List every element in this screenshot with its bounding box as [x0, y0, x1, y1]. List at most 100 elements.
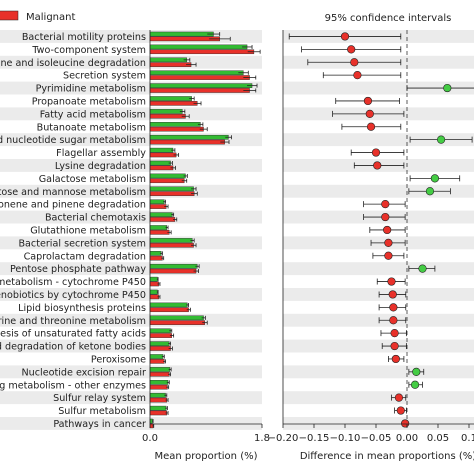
bar-other — [149, 122, 201, 127]
ci-title: 95% confidence intervals — [325, 13, 452, 24]
bar-malignant — [149, 217, 176, 222]
bar-malignant — [149, 152, 177, 158]
ci-x-axis: −0.20 −0.15 −0.10 −0.05 0.00 0.05 0.1 — [268, 30, 474, 444]
ci-point-red — [371, 148, 381, 157]
row-band-right — [283, 288, 474, 301]
bar-x-axis-label: Mean proportion (%) — [155, 451, 258, 462]
ci-x-tick-label: −0.20 — [268, 433, 299, 444]
category-label: Sulfur relay system — [53, 393, 146, 404]
category-label: Galactose metabolism — [39, 174, 146, 185]
ci-point-green — [418, 264, 427, 273]
ci-point-red — [389, 316, 398, 325]
row-band-right — [283, 133, 474, 147]
row-band-left — [0, 236, 262, 250]
ci-x-tick-label: −0.05 — [361, 433, 392, 444]
bar-malignant — [149, 49, 255, 55]
bar-other — [149, 263, 198, 269]
category-label: Propanoate metabolism — [32, 96, 146, 107]
ci-point-red — [387, 277, 396, 286]
category-label: Synthesis and degradation of ketone bodi… — [0, 342, 146, 353]
bar-other — [149, 276, 158, 282]
ci-x-tick-label: 0.1 — [461, 433, 474, 444]
ci-point-red — [381, 200, 390, 209]
row-band-left — [0, 339, 262, 353]
bar-other — [149, 367, 171, 372]
category-label: Lysine degradation — [55, 161, 146, 172]
bar-malignant — [149, 139, 225, 145]
bar-other — [149, 302, 188, 308]
row-band-right — [283, 262, 474, 276]
ci-point-red — [391, 354, 400, 364]
ci-point-green — [443, 83, 452, 93]
legend-swatch-malignant — [0, 10, 19, 21]
category-label: Bacterial secretion system — [18, 238, 146, 249]
bar-other — [149, 225, 167, 230]
row-band-left — [0, 365, 262, 379]
bar-malignant — [149, 359, 165, 364]
category-label: Flagellar assembly — [56, 148, 146, 159]
bar-x-tick-label: 1.8 — [254, 433, 270, 444]
bar-other — [149, 109, 183, 114]
bar-malignant — [149, 281, 159, 287]
row-band-left — [0, 391, 262, 405]
row-band-left — [0, 288, 262, 301]
ci-x-tick-label: 0.00 — [396, 433, 418, 444]
bar-malignant — [149, 75, 250, 80]
ci-point-red — [365, 109, 374, 118]
bar-x-axis: 0.0 1.8 — [142, 30, 270, 444]
category-label: Drug metabolism - cytochrome P450 — [0, 277, 146, 288]
bar-malignant — [149, 113, 186, 119]
row-band-left — [0, 184, 262, 198]
row-band-right — [283, 184, 474, 198]
ci-point-red — [353, 71, 362, 80]
bar-malignant — [149, 204, 167, 209]
bar-malignant — [149, 384, 168, 390]
bar-malignant — [149, 397, 167, 403]
bar-other — [149, 212, 173, 217]
ci-point-red — [389, 303, 398, 312]
bar-malignant — [149, 320, 205, 325]
category-labels: Bacterial motility proteins Two-component… — [0, 32, 146, 430]
legend-label-malignant: Malignant — [26, 12, 75, 23]
ci-point-red — [384, 251, 393, 260]
ci-x-tick-label: −0.10 — [330, 433, 361, 444]
ci-point-red — [383, 225, 392, 235]
category-label: Bacterial motility proteins — [22, 32, 146, 43]
bar-malignant — [149, 307, 189, 313]
bar-malignant — [149, 230, 170, 235]
ci-point-red — [396, 406, 405, 415]
category-label: Biosynthesis of unsaturated fatty acids — [0, 329, 146, 340]
ci-point-green — [425, 187, 435, 196]
ci-point-green — [437, 135, 446, 144]
row-band-right — [283, 339, 474, 353]
category-label: Glycine, serine and threonine metabolism — [0, 316, 146, 327]
bar-other — [149, 83, 253, 88]
category-label: Two-component system — [31, 45, 146, 56]
bar-malignant — [149, 126, 204, 132]
ci-point-red — [390, 341, 399, 351]
bar-malignant — [149, 191, 195, 196]
bar-malignant — [149, 255, 163, 261]
bar-malignant — [149, 62, 192, 67]
ci-point-red — [390, 329, 399, 338]
bar-malignant — [149, 346, 171, 351]
category-label: Valine, leucine and isoleucine degradati… — [0, 58, 146, 69]
bar-other — [149, 147, 174, 153]
bar-other — [149, 289, 158, 295]
bar-x-tick-label: 0.0 — [142, 433, 158, 444]
ci-point-green — [430, 174, 440, 183]
category-label: Peroxisome — [91, 354, 146, 365]
ci-point-red — [381, 212, 390, 222]
bar-malignant — [149, 165, 174, 171]
bar-other — [149, 57, 187, 63]
bar-malignant — [149, 410, 167, 416]
bar-other — [149, 186, 194, 192]
bar-other — [149, 341, 170, 346]
ci-x-tick-label: −0.15 — [299, 433, 330, 444]
category-label: Bacterial chemotaxis — [45, 213, 146, 224]
category-label: Fatty acid metabolism — [40, 109, 146, 120]
category-label: Limonene and pinene degradation — [0, 200, 146, 211]
ci-point-red — [366, 122, 376, 131]
bar-malignant — [149, 294, 159, 300]
